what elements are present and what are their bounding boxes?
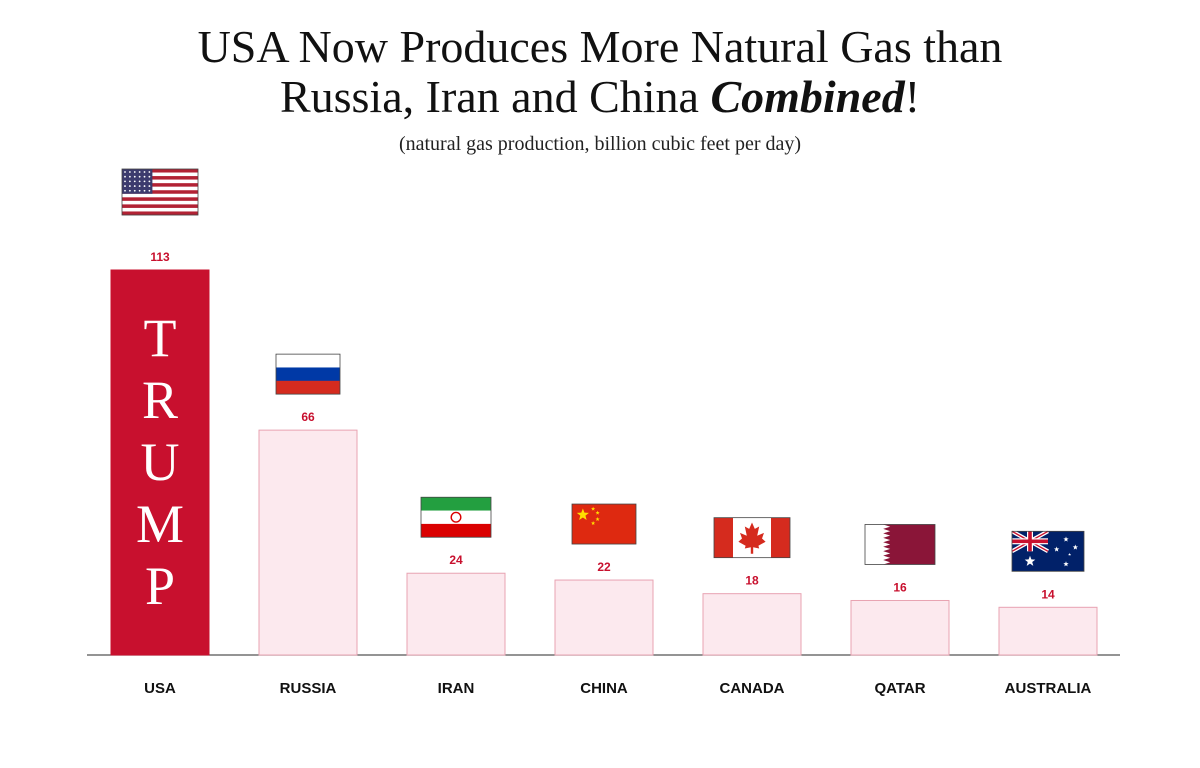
australia-flag-icon [1011, 529, 1085, 572]
title-emphasis: Combined [710, 71, 905, 122]
value-label-usa: 113 [150, 250, 170, 264]
bar-australia [998, 606, 1098, 656]
china-flag-icon [571, 503, 637, 545]
bar-canada [702, 593, 802, 656]
category-label-canada: CANADA [720, 680, 785, 697]
value-label-qatar: 16 [893, 580, 907, 594]
title-line-1: USA Now Produces More Natural Gas than [197, 21, 1003, 72]
usa-flag-icon [121, 168, 199, 216]
iran-flag-icon [420, 496, 492, 538]
qatar-flag-icon [864, 524, 936, 565]
bar-usa [110, 269, 210, 656]
value-label-russia: 66 [301, 410, 315, 424]
category-label-china: CHINA [580, 680, 628, 697]
value-label-canada: 18 [745, 574, 759, 588]
bar-iran [406, 572, 506, 656]
title-line-2-prefix: Russia, Iran and China [279, 71, 711, 122]
chart-subtitle: (natural gas production, billion cubic f… [398, 133, 802, 155]
bar-qatar [850, 599, 950, 656]
value-label-iran: 24 [449, 553, 463, 567]
category-label-russia: RUSSIA [280, 680, 337, 697]
value-label-china: 22 [597, 560, 611, 574]
title-line-2-suffix: ! [904, 71, 921, 122]
category-label-australia: AUSTRALIA [1005, 680, 1092, 697]
bar-china [554, 579, 654, 656]
category-label-iran: IRAN [438, 680, 475, 697]
bar-russia [258, 429, 358, 656]
russia-flag-icon [275, 353, 341, 395]
canada-flag-icon [713, 517, 791, 559]
value-label-australia: 14 [1041, 587, 1055, 601]
category-label-usa: USA [144, 680, 176, 697]
chart-title: USA Now Produces More Natural Gas than R… [0, 22, 1200, 122]
category-label-qatar: QATAR [874, 680, 925, 697]
